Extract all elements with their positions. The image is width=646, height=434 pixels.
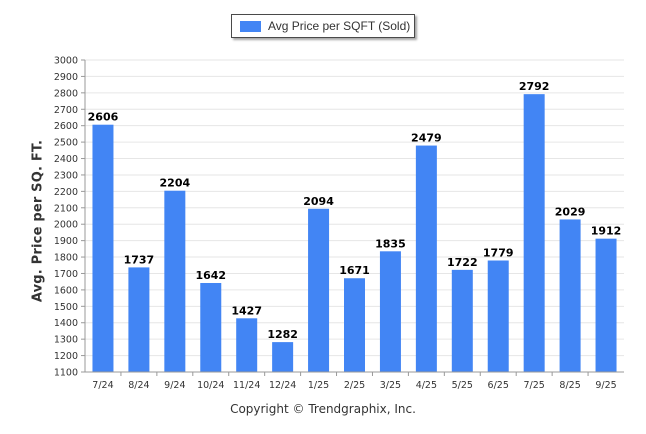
y-tick-label: 2200 — [54, 187, 78, 198]
data-labels: 2606 1737 2204 1642 1427 1282 2094 1671 1835 2479… — [88, 80, 622, 341]
x-tick-label: 6/25 — [488, 380, 509, 391]
data-label: 2479 — [411, 132, 442, 145]
bar-10-24[interactable] — [200, 282, 222, 372]
bar-9-25[interactable] — [595, 238, 617, 372]
data-label: 1642 — [195, 269, 226, 282]
data-label: 2029 — [555, 205, 586, 218]
data-label: 2204 — [160, 177, 191, 190]
y-tick-label: 2600 — [54, 121, 78, 132]
x-tick-label: 5/25 — [452, 380, 473, 391]
bar-3-25[interactable] — [379, 251, 401, 372]
y-axis-title: Avg. Price per SQ. FT. — [30, 139, 46, 303]
y-tick-label: 1500 — [54, 302, 78, 313]
x-tick-label: 8/24 — [128, 380, 149, 391]
y-tick-label: 1700 — [54, 269, 78, 280]
bar-8-24[interactable] — [128, 267, 150, 372]
y-tick-label: 1800 — [54, 253, 78, 264]
data-label: 1282 — [267, 328, 298, 341]
y-tick-label: 2800 — [54, 88, 78, 99]
bar-4-25[interactable] — [415, 145, 437, 372]
data-label: 1737 — [124, 253, 155, 266]
data-label: 1722 — [447, 256, 478, 269]
data-label: 1427 — [231, 304, 262, 317]
data-label: 2792 — [519, 80, 550, 93]
x-tick-label: 7/25 — [523, 380, 544, 391]
data-label: 1912 — [591, 225, 622, 238]
bar-9-24[interactable] — [164, 190, 186, 372]
bar-11-24[interactable] — [236, 318, 258, 372]
x-tick-label: 1/25 — [308, 380, 329, 391]
axes: 1100 1200 1300 1400 1500 1600 1700 1800 1900 2000… — [54, 56, 624, 391]
x-tick-label: 11/24 — [233, 380, 260, 391]
bar-2-25[interactable] — [344, 278, 365, 372]
bar-7-24[interactable] — [92, 124, 114, 372]
y-tick-label: 1400 — [54, 318, 78, 329]
y-tick-label: 2700 — [54, 105, 78, 116]
x-tick-label: 12/24 — [269, 380, 296, 391]
bar-1-25[interactable] — [308, 208, 330, 372]
bar-6-25[interactable] — [487, 260, 509, 372]
y-tick-label: 1600 — [54, 285, 78, 296]
data-label: 1671 — [339, 264, 370, 277]
copyright-text: Copyright © Trendgraphix, Inc. — [230, 402, 416, 416]
y-tick-label: 1100 — [54, 368, 78, 379]
y-tick-label: 2500 — [54, 138, 78, 149]
x-tick-label: 9/24 — [164, 380, 185, 391]
data-label: 1779 — [483, 247, 514, 260]
y-tick-label: 2100 — [54, 203, 78, 214]
x-tick-label: 8/25 — [559, 380, 580, 391]
y-tick-label: 3000 — [54, 56, 78, 67]
x-tick-label: 7/24 — [92, 380, 113, 391]
x-tick-label: 9/25 — [595, 380, 616, 391]
data-label: 2094 — [303, 195, 334, 208]
y-tick-label: 1900 — [54, 236, 78, 247]
legend-swatch — [240, 21, 261, 32]
y-tick-label: 1200 — [54, 351, 78, 362]
bar-8-25[interactable] — [559, 219, 581, 372]
legend[interactable]: Avg Price per SQFT (Sold) — [231, 14, 415, 38]
x-tick-label: 2/25 — [344, 380, 365, 391]
y-tick-label: 2300 — [54, 170, 78, 181]
bar-5-25[interactable] — [451, 269, 473, 372]
x-tick-label: 4/25 — [416, 380, 437, 391]
y-tick-label: 2000 — [54, 220, 78, 231]
y-tick-label: 1300 — [54, 335, 78, 346]
data-label: 2606 — [88, 111, 119, 124]
bars — [92, 94, 617, 372]
y-tick-label: 2900 — [54, 72, 78, 83]
data-label: 1835 — [375, 237, 406, 250]
bar-12-24[interactable] — [272, 342, 294, 372]
y-tick-label: 2400 — [54, 154, 78, 165]
bar-7-25[interactable] — [523, 94, 545, 372]
legend-label: Avg Price per SQFT (Sold) — [268, 19, 411, 33]
x-tick-label: 10/24 — [197, 380, 224, 391]
x-tick-label: 3/25 — [380, 380, 401, 391]
